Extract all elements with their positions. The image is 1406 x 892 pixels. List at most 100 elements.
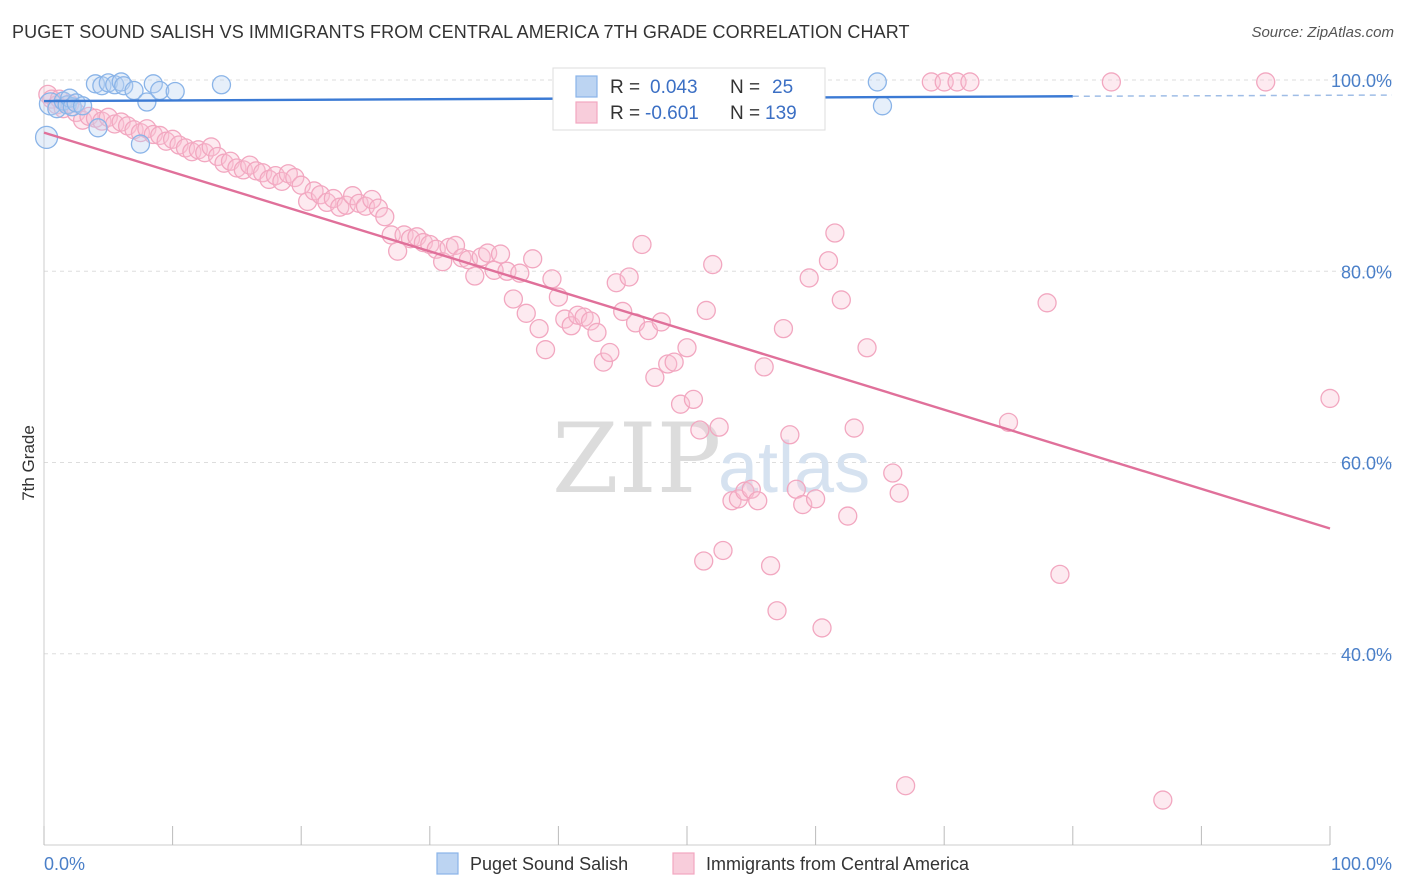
x-ticks — [43, 826, 1331, 845]
pink-point-115 — [773, 318, 794, 339]
pink-point-27 — [201, 137, 221, 157]
pink-point-49 — [342, 186, 363, 206]
pink-point-119 — [799, 268, 819, 288]
watermark-zip: ZIP — [552, 403, 721, 515]
legend-r-label-2: R = — [610, 103, 640, 124]
legend-r-value-1: 0.043 — [650, 77, 698, 98]
pink-point-143 — [713, 540, 733, 561]
legend-r-label-1: R = — [610, 77, 640, 98]
blue-point-24 — [872, 96, 893, 116]
pink-point-72 — [490, 244, 511, 264]
legend-n-label-2: N = — [730, 103, 760, 124]
x-tick-label-max: 100.0% — [1331, 854, 1392, 874]
pink-point-136 — [1037, 293, 1057, 313]
legend-swatch-pink — [575, 101, 598, 124]
pink-point-138 — [1101, 72, 1122, 92]
pink-point-112 — [754, 357, 774, 377]
y-axis-title: 7th Grade — [19, 425, 38, 501]
pink-point-102 — [683, 389, 704, 410]
pink-point-105 — [703, 254, 723, 275]
trend-line-blue-extension — [1072, 94, 1393, 98]
pink-point-111 — [748, 491, 768, 511]
blue-point-0 — [34, 125, 59, 150]
blue-point-2 — [47, 99, 67, 119]
series-legend: Puget Sound Salish Immigrants from Centr… — [436, 852, 970, 875]
pink-point-126 — [844, 418, 864, 438]
y-tick-label-80: 80.0% — [1341, 262, 1392, 282]
blue-point-14 — [114, 76, 134, 96]
y-tick-label-60: 60.0% — [1341, 454, 1392, 474]
pink-point-103 — [690, 420, 710, 440]
pink-point-123 — [825, 223, 845, 243]
pink-point-120 — [805, 489, 826, 509]
series-immigrants-central-america — [38, 72, 1340, 810]
pink-point-76 — [516, 303, 536, 323]
pink-point-114 — [767, 601, 787, 621]
pink-point-96 — [645, 367, 665, 388]
pink-point-116 — [780, 425, 800, 445]
legend-n-value-2: 139 — [765, 103, 797, 124]
pink-point-77 — [523, 249, 543, 269]
pink-point-130 — [895, 776, 916, 796]
y-tick-label-100: 100.0% — [1331, 71, 1392, 91]
legend-n-label-1: N = — [730, 77, 760, 98]
pink-point-122 — [818, 251, 839, 271]
pink-point-121 — [812, 618, 832, 638]
pink-point-89 — [600, 342, 620, 363]
pink-point-110 — [741, 479, 761, 499]
pink-point-137 — [1050, 564, 1070, 585]
series-legend-swatch-pink — [672, 852, 695, 875]
legend-n-value-1: 25 — [772, 77, 793, 98]
pink-point-125 — [838, 506, 858, 526]
series-legend-swatch-blue — [436, 852, 459, 875]
pink-point-140 — [1256, 72, 1276, 92]
pink-point-92 — [619, 267, 639, 287]
pink-point-54 — [375, 207, 395, 227]
pink-point-78 — [529, 318, 549, 339]
pink-point-87 — [587, 322, 607, 343]
pink-point-86 — [580, 311, 601, 331]
chart-title: PUGET SOUND SALISH VS IMMIGRANTS FROM CE… — [12, 22, 910, 42]
pink-point-124 — [831, 290, 851, 310]
blue-point-23 — [867, 72, 887, 92]
blue-point-8 — [72, 96, 93, 116]
pink-point-108 — [728, 489, 749, 509]
pink-point-94 — [632, 234, 652, 255]
pink-point-113 — [760, 556, 781, 576]
x-tick-label-min: 0.0% — [44, 854, 85, 874]
pink-point-141 — [1320, 388, 1340, 409]
pink-point-106 — [709, 417, 729, 437]
pink-point-139 — [1153, 790, 1173, 810]
series-legend-label-blue: Puget Sound Salish — [470, 854, 628, 874]
blue-point-22 — [211, 75, 232, 95]
blue-point-17 — [137, 92, 157, 112]
stats-legend-box — [552, 67, 826, 131]
pink-point-129 — [889, 483, 909, 503]
pink-point-74 — [503, 289, 524, 309]
pink-point-68 — [465, 266, 485, 286]
pink-point-40 — [285, 167, 305, 188]
pink-point-80 — [542, 269, 562, 289]
legend-swatch-blue — [575, 75, 598, 98]
pink-point-101 — [677, 338, 697, 358]
blue-point-15 — [88, 118, 108, 138]
pink-point-128 — [883, 463, 903, 483]
source-label: Source: ZipAtlas.com — [1251, 24, 1394, 41]
blue-point-18 — [130, 134, 151, 154]
pink-point-134 — [960, 72, 980, 92]
pink-point-88 — [593, 352, 614, 372]
y-tick-labels: 40.0% 60.0% 80.0% 100.0% — [1331, 71, 1392, 665]
pink-point-79 — [535, 340, 556, 360]
stats-legend: R = 0.043 N = 25 R = -0.601 N = 139 — [552, 67, 826, 131]
series-legend-label-pink: Immigrants from Central America — [706, 854, 970, 874]
y-tick-label-40: 40.0% — [1341, 645, 1392, 665]
trend-line-pink — [43, 131, 1331, 530]
pink-point-99 — [664, 352, 684, 372]
pink-point-65 — [445, 235, 466, 256]
pink-point-142 — [694, 551, 714, 571]
pink-point-104 — [696, 300, 716, 321]
legend-r-value-2: -0.601 — [645, 103, 699, 124]
pink-point-127 — [857, 338, 877, 358]
pink-point-135 — [998, 412, 1019, 432]
